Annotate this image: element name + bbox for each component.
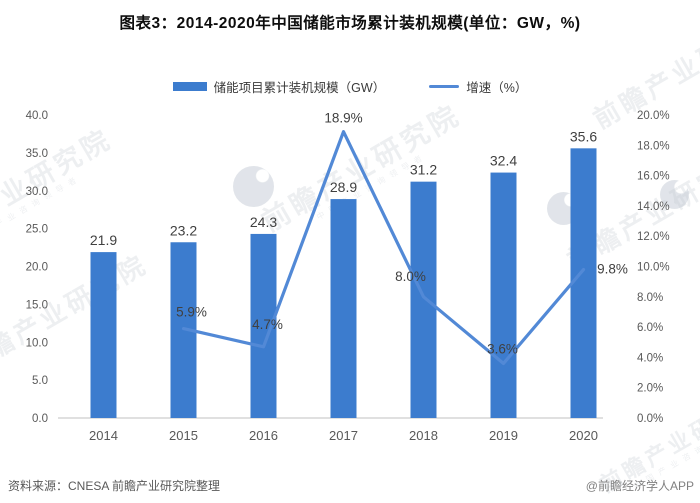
bar-2017 xyxy=(330,199,357,418)
chart-title: 图表3：2014-2020年中国储能市场累计装机规模(单位：GW，%) xyxy=(119,15,581,32)
left-axis-tick: 35.0 xyxy=(26,148,48,160)
legend-label-installed-capacity: 储能项目累计装机规模（GW） xyxy=(213,81,386,95)
right-axis-tick: 16.0% xyxy=(637,171,670,183)
bar-value-label: 35.6 xyxy=(570,128,597,144)
credit-note: @前瞻经济学人APP xyxy=(585,479,694,493)
legend-label-growth-rate: 增速（%） xyxy=(466,81,528,95)
left-axis-tick: 5.0 xyxy=(32,375,48,387)
line-point-label: 18.9% xyxy=(324,111,362,126)
growth-rate-line xyxy=(181,130,586,366)
bar-value-label: 31.2 xyxy=(410,162,437,178)
line-point-label: 4.7% xyxy=(252,317,283,332)
left-axis-tick: 40.0 xyxy=(26,110,48,122)
legend-item-installed-capacity: 储能项目累计装机规模（GW） xyxy=(172,77,386,96)
right-axis-tick: 10.0% xyxy=(637,262,670,274)
bar-value-label: 23.2 xyxy=(170,222,197,238)
right-axis-tick: 2.0% xyxy=(637,383,663,395)
right-axis-tick: 4.0% xyxy=(637,352,663,364)
bar-value-label: 28.9 xyxy=(330,179,357,195)
line-point-label: 5.9% xyxy=(176,305,207,320)
x-axis-label: 2017 xyxy=(329,428,358,443)
line-point-label: 3.6% xyxy=(487,341,518,356)
legend: 储能项目累计装机规模（GW） 增速（%） xyxy=(0,77,700,96)
bar-2018 xyxy=(410,181,437,418)
left-axis-tick: 25.0 xyxy=(26,224,48,236)
x-axis-label: 2019 xyxy=(489,428,518,443)
bar-2019 xyxy=(490,172,517,418)
right-axis-tick: 18.0% xyxy=(637,140,670,152)
line-point-label: 9.8% xyxy=(597,262,628,277)
legend-item-growth-rate: 增速（%） xyxy=(429,77,527,96)
right-axis-tick: 20.0% xyxy=(637,110,670,122)
x-axis-label: 2014 xyxy=(89,428,118,443)
left-axis-tick: 15.0 xyxy=(26,299,48,311)
left-axis-tick: 10.0 xyxy=(26,337,48,349)
legend-line-swatch xyxy=(429,84,460,89)
source-note: 资料来源：CNESA 前瞻产业研究院整理 xyxy=(8,479,221,493)
x-axis-label: 2018 xyxy=(409,428,438,443)
right-axis-tick: 12.0% xyxy=(637,231,670,243)
x-axis-label: 2015 xyxy=(169,428,198,443)
bar-value-label: 21.9 xyxy=(90,232,117,248)
line-point-label: 8.0% xyxy=(395,269,426,284)
x-axis-label: 2020 xyxy=(569,428,598,443)
right-axis-tick: 14.0% xyxy=(637,201,670,213)
x-axis-label: 2016 xyxy=(249,428,278,443)
left-axis-tick: 0.0 xyxy=(32,413,48,425)
left-axis-tick: 30.0 xyxy=(26,186,48,198)
right-axis-tick: 6.0% xyxy=(637,322,663,334)
bar-value-label: 32.4 xyxy=(490,153,517,169)
right-axis-tick: 0.0% xyxy=(637,413,663,425)
legend-bar-swatch xyxy=(172,82,207,91)
bar-value-label: 24.3 xyxy=(250,214,277,230)
left-axis-tick: 20.0 xyxy=(26,262,48,274)
right-axis-tick: 8.0% xyxy=(637,292,663,304)
bar-2020 xyxy=(570,148,597,418)
bar-2014 xyxy=(90,252,117,418)
